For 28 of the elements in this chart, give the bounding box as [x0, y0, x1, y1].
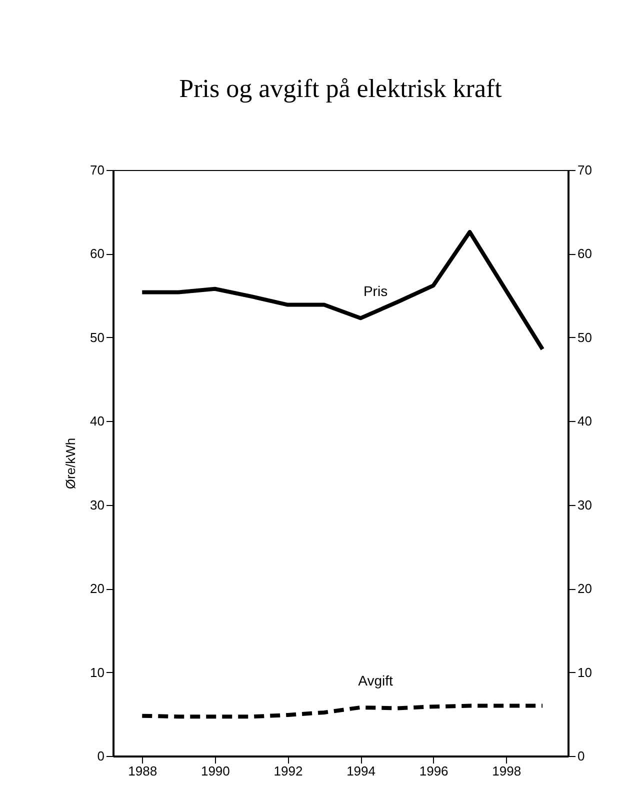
y2-tick-label: 10 [578, 664, 592, 680]
x-tick-label: 1996 [419, 764, 448, 778]
y-tick-label: 50 [90, 330, 104, 345]
x-tick-label: 1994 [346, 764, 376, 778]
y-tick-label: 20 [90, 581, 104, 596]
x-tick-label: 1990 [200, 764, 230, 778]
y-tick-label: 40 [90, 414, 104, 429]
y2-tick-label: 0 [578, 748, 585, 764]
chart-title: Pris og avgift på elektrisk kraft [179, 74, 503, 103]
y-tick-label: 30 [90, 497, 104, 512]
y-tick-label: 10 [90, 664, 104, 680]
x-tick-label: 1988 [128, 764, 158, 778]
x-tick-label: 1998 [492, 764, 522, 778]
y2-tick-label: 70 [578, 162, 592, 178]
y-tick-label: 60 [90, 246, 104, 262]
y2-tick-label: 20 [578, 581, 592, 596]
y-axis-title: Øre/kWh [63, 438, 78, 490]
y2-tick-label: 60 [578, 246, 592, 262]
y-tick-label: 70 [90, 162, 104, 178]
series-label: Pris [363, 283, 388, 300]
series-label: Avgift [358, 672, 394, 688]
y2-tick-label: 50 [578, 330, 592, 345]
line-series [140, 704, 545, 719]
line-series [140, 230, 545, 352]
y2-tick-label: 40 [578, 414, 592, 429]
y-tick-label: 0 [97, 748, 104, 764]
y2-tick-label: 30 [578, 497, 592, 512]
x-tick-label: 1992 [274, 764, 303, 778]
